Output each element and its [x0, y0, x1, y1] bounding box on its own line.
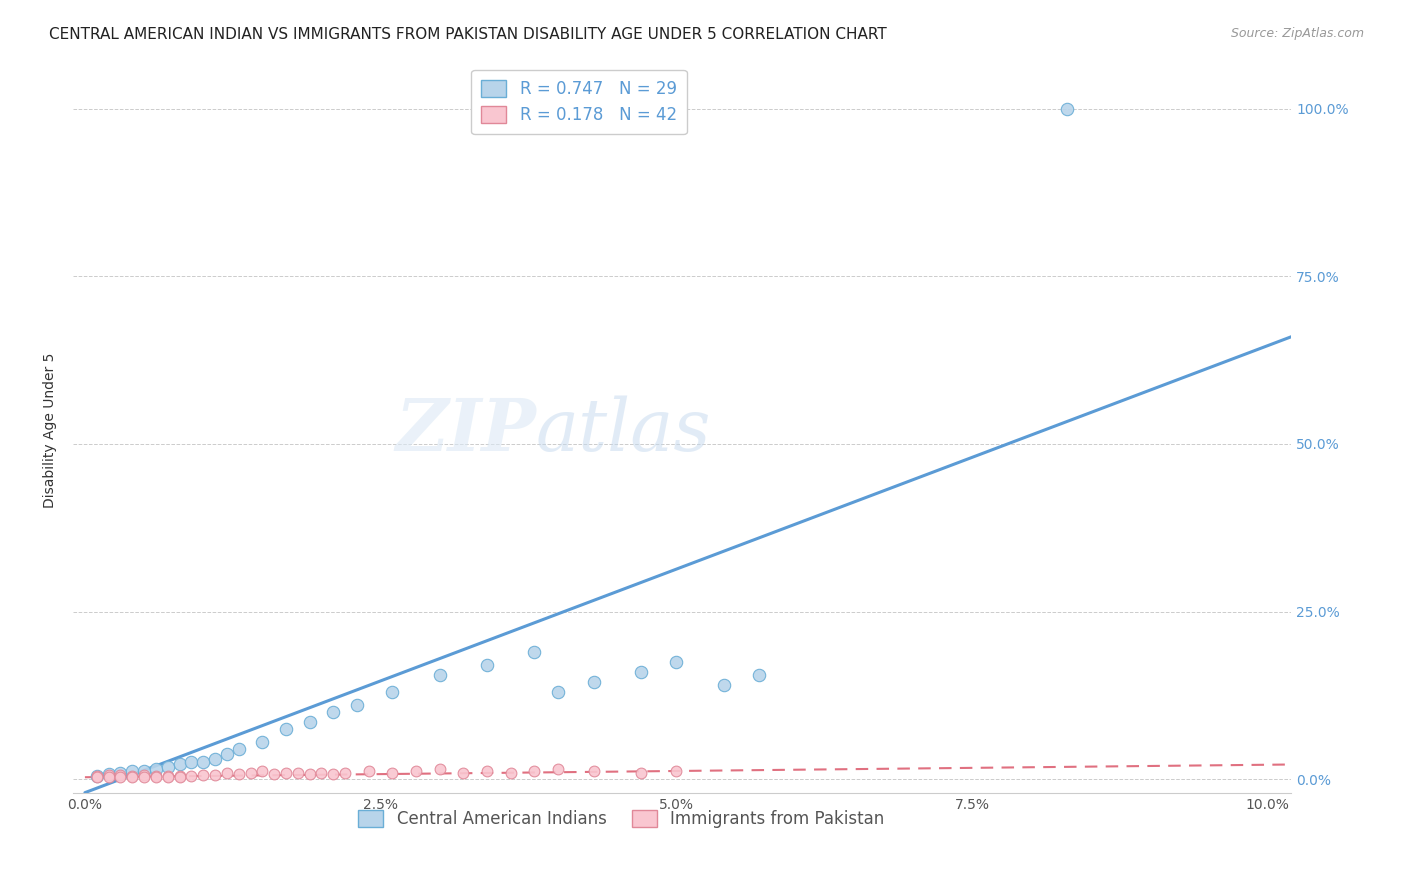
Point: [193, 756, 215, 770]
Point: [263, 767, 285, 781]
Point: [357, 764, 380, 779]
Point: [145, 769, 167, 783]
Point: [204, 752, 226, 766]
Point: [475, 658, 498, 673]
Point: [665, 655, 688, 669]
Text: Source: ZipAtlas.com: Source: ZipAtlas.com: [1230, 27, 1364, 40]
Point: [274, 722, 297, 736]
Point: [228, 767, 250, 781]
Point: [630, 665, 652, 679]
Point: [180, 756, 202, 770]
Point: [429, 762, 451, 776]
Text: ZIP: ZIP: [395, 395, 536, 467]
Point: [145, 762, 167, 776]
Point: [86, 769, 108, 783]
Point: [429, 668, 451, 682]
Point: [748, 668, 770, 682]
Point: [145, 770, 167, 784]
Legend: Central American Indians, Immigrants from Pakistan: Central American Indians, Immigrants fro…: [352, 804, 891, 835]
Point: [287, 765, 309, 780]
Point: [298, 767, 321, 781]
Point: [499, 765, 522, 780]
Point: [169, 770, 191, 784]
Point: [121, 770, 143, 784]
Point: [228, 742, 250, 756]
Point: [274, 765, 297, 780]
Point: [110, 768, 132, 782]
Point: [121, 769, 143, 783]
Point: [156, 769, 179, 783]
Point: [665, 764, 688, 779]
Point: [97, 768, 120, 782]
Point: [453, 765, 475, 780]
Point: [405, 764, 427, 779]
Point: [132, 764, 155, 779]
Point: [547, 685, 569, 699]
Point: [97, 767, 120, 781]
Point: [582, 675, 605, 690]
Point: [239, 765, 262, 780]
Point: [132, 768, 155, 782]
Point: [322, 767, 344, 781]
Point: [252, 735, 274, 749]
Point: [215, 747, 238, 761]
Point: [322, 705, 344, 719]
Point: [86, 770, 108, 784]
Point: [156, 760, 179, 774]
Point: [381, 765, 404, 780]
Point: [86, 769, 108, 783]
Point: [110, 770, 132, 784]
Point: [97, 770, 120, 784]
Point: [547, 762, 569, 776]
Point: [215, 765, 238, 780]
Point: [475, 764, 498, 779]
Point: [523, 764, 546, 779]
Point: [252, 764, 274, 779]
Point: [582, 764, 605, 779]
Text: CENTRAL AMERICAN INDIAN VS IMMIGRANTS FROM PAKISTAN DISABILITY AGE UNDER 5 CORRE: CENTRAL AMERICAN INDIAN VS IMMIGRANTS FR…: [49, 27, 887, 42]
Point: [713, 678, 735, 692]
Point: [180, 769, 202, 783]
Text: atlas: atlas: [536, 395, 711, 466]
Point: [132, 770, 155, 784]
Point: [1056, 102, 1078, 116]
Point: [523, 645, 546, 659]
Point: [169, 757, 191, 772]
Point: [630, 765, 652, 780]
Point: [333, 765, 356, 780]
Point: [156, 770, 179, 784]
Point: [204, 768, 226, 782]
Point: [193, 768, 215, 782]
Y-axis label: Disability Age Under 5: Disability Age Under 5: [44, 353, 58, 508]
Point: [298, 715, 321, 730]
Point: [121, 764, 143, 779]
Point: [311, 765, 333, 780]
Point: [346, 698, 368, 713]
Point: [169, 769, 191, 783]
Point: [381, 685, 404, 699]
Point: [110, 765, 132, 780]
